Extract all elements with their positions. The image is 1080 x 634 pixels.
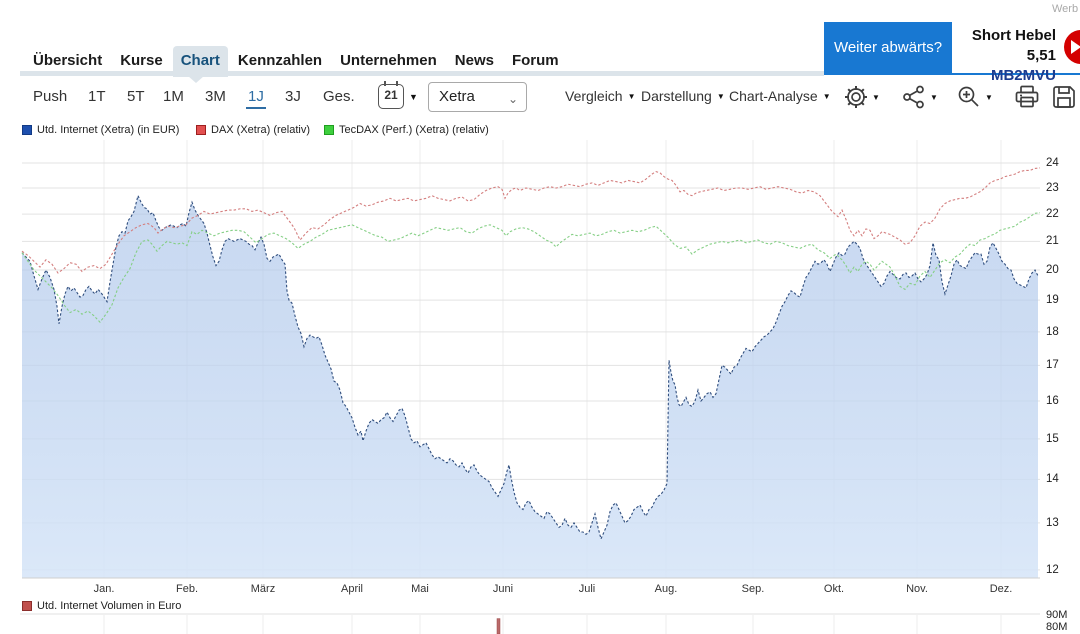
menu-chart-analyse[interactable]: Chart-Analyse ▼ [729,88,831,104]
ad-product-label: Short Hebel 5,51 [971,27,1056,64]
y-tick-17: 17 [1046,359,1059,371]
x-tick-Feb: Feb. [175,583,198,595]
printer-icon[interactable] [1013,84,1041,110]
calendar-dropdown-caret-icon[interactable]: ▼ [409,92,418,102]
volume-tick-90M: 90M [1046,609,1068,621]
volume-legend[interactable]: Utd. Internet Volumen in Euro [22,600,181,612]
exchange-select[interactable]: Xetra ⌄ [428,82,527,112]
y-tick-24: 24 [1046,157,1059,169]
zoom-plus-icon[interactable] [956,84,982,110]
legend-swatch-red [196,125,206,135]
x-tick-Juli: Juli [578,583,596,595]
x-tick-Juni: Juni [492,583,514,595]
chevron-down-icon: ⌄ [507,92,518,106]
range-ges[interactable]: Ges. [323,88,355,105]
calendar-icon[interactable]: 21 [378,81,404,109]
settings-caret-icon[interactable]: ▼ [872,93,880,102]
legend-swatch-green [324,125,334,135]
legend-label: DAX (Xetra) (relativ) [211,124,311,136]
range-3m[interactable]: 3M [205,88,226,105]
tab-news[interactable]: News [454,52,494,69]
exchange-select-value: Xetra [439,88,475,105]
menu-darstellung[interactable]: Darstellung ▼ [641,88,725,104]
x-tick-März: März [250,583,276,595]
legend-swatch-blue [22,125,32,135]
legend-item-utd-internet[interactable]: Utd. Internet (Xetra) (in EUR) [22,124,179,136]
indicators-nodes-icon[interactable] [901,84,927,110]
range-5t[interactable]: 5T [127,88,145,105]
ad-hint-label: Werb [1052,3,1079,15]
legend-item-dax[interactable]: DAX (Xetra) (relativ) [196,124,310,136]
x-tick-Dez: Dez. [989,583,1013,595]
save-floppy-icon[interactable] [1050,84,1078,110]
menu-chart-analyse-label: Chart-Analyse [729,88,818,104]
chart-toolbar: Push 1T 5T 1M 3M 1J 3J Ges. 21 ▼ Xetra ⌄… [0,78,1080,118]
caret-down-icon: ▼ [627,92,636,101]
ad-issuer-logo-icon [1064,30,1080,64]
y-tick-13: 13 [1046,517,1059,529]
x-tick-Jan: Jan. [93,583,115,595]
y-tick-20: 20 [1046,264,1059,276]
tab-unternehmen[interactable]: Unternehmen [340,52,437,69]
tab-kurse[interactable]: Kurse [120,52,163,69]
range-1j-active[interactable]: 1J [248,88,264,105]
x-tick-Okt: Okt. [823,583,845,595]
y-tick-15: 15 [1046,433,1059,445]
ad-product-box[interactable]: Short Hebel 5,51 MB2MVU [952,22,1080,84]
menu-vergleich-label: Vergleich [565,88,623,104]
legend-item-tecdax[interactable]: TecDAX (Perf.) (Xetra) (relativ) [324,124,489,136]
nav-underline-strip [20,71,824,76]
caret-down-icon: ▼ [716,92,725,101]
menu-vergleich[interactable]: Vergleich ▼ [565,88,636,104]
legend-label: Utd. Internet (Xetra) (in EUR) [37,124,180,136]
y-tick-12: 12 [1046,564,1059,576]
tab-uebersicht[interactable]: Übersicht [33,52,103,69]
range-1m[interactable]: 1M [163,88,184,105]
x-tick-Nov: Nov. [906,583,928,595]
range-3j[interactable]: 3J [285,88,301,105]
y-tick-16: 16 [1046,395,1059,407]
y-tick-21: 21 [1046,235,1059,247]
tab-forum[interactable]: Forum [511,52,559,69]
legend-swatch-volume [22,601,32,611]
y-tick-23: 23 [1046,182,1059,194]
caret-down-icon: ▼ [822,92,831,101]
x-tick-Sep: Sep. [741,583,765,595]
ad-banner[interactable]: Weiter abwärts? Short Hebel 5,51 MB2MVU [824,22,1080,84]
x-tick-April: April [340,583,363,595]
indicators-caret-icon[interactable]: ▼ [930,93,938,102]
range-1t[interactable]: 1T [88,88,106,105]
tab-kennzahlen[interactable]: Kennzahlen [237,52,323,69]
settings-gear-icon[interactable] [843,84,869,110]
ad-question-text[interactable]: Weiter abwärts? [824,22,952,73]
range-push[interactable]: Push [33,88,68,105]
ad-wkn: MB2MVU [990,67,1056,84]
y-tick-14: 14 [1046,473,1059,485]
y-tick-19: 19 [1046,294,1059,306]
active-range-underline [246,107,266,109]
volume-legend-label: Utd. Internet Volumen in Euro [37,600,182,612]
x-tick-Mai: Mai [411,583,429,595]
zoom-caret-icon[interactable]: ▼ [985,93,993,102]
x-tick-Aug: Aug. [654,583,678,595]
y-tick-22: 22 [1046,208,1059,220]
legend-label: TecDAX (Perf.) (Xetra) (relativ) [339,124,489,136]
menu-darstellung-label: Darstellung [641,88,712,104]
y-tick-18: 18 [1046,326,1059,338]
volume-tick-80M: 80M [1046,621,1068,633]
active-tab-notch [188,76,204,83]
